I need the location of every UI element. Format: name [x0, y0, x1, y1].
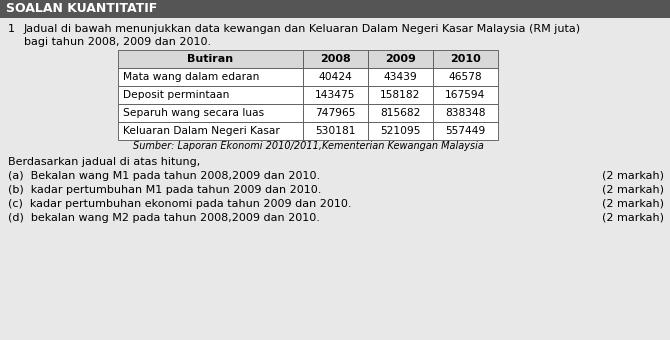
Bar [368, 86, 433, 104]
Bar [303, 68, 368, 86]
Text: 46578: 46578 [449, 72, 482, 82]
Bar [368, 68, 433, 86]
Bar [368, 122, 433, 140]
Bar [118, 86, 303, 104]
Text: 530181: 530181 [316, 126, 356, 136]
Bar [433, 86, 498, 104]
Text: Keluaran Dalam Negeri Kasar: Keluaran Dalam Negeri Kasar [123, 126, 280, 136]
Text: Jadual di bawah menunjukkan data kewangan dan Keluaran Dalam Negeri Kasar Malays: Jadual di bawah menunjukkan data kewanga… [24, 24, 581, 34]
Bar [368, 104, 433, 122]
Text: Mata wang dalam edaran: Mata wang dalam edaran [123, 72, 259, 82]
Bar [118, 68, 303, 86]
Text: 2009: 2009 [385, 54, 416, 64]
Text: 838348: 838348 [446, 108, 486, 118]
Text: Deposit permintaan: Deposit permintaan [123, 90, 229, 100]
Text: (d)  bekalan wang M2 pada tahun 2008,2009 dan 2010.: (d) bekalan wang M2 pada tahun 2008,2009… [8, 213, 320, 223]
Bar [303, 104, 368, 122]
Bar [433, 68, 498, 86]
Text: (c)  kadar pertumbuhan ekonomi pada tahun 2009 dan 2010.: (c) kadar pertumbuhan ekonomi pada tahun… [8, 199, 352, 209]
Text: Sumber: Laporan Ekonomi 2010/2011,Kementerian Kewangan Malaysia: Sumber: Laporan Ekonomi 2010/2011,Kement… [133, 141, 484, 151]
Bar [118, 122, 303, 140]
Text: 158182: 158182 [381, 90, 421, 100]
Text: (2 markah): (2 markah) [602, 185, 664, 195]
Bar [368, 50, 433, 68]
Text: Butiran: Butiran [188, 54, 234, 64]
Text: Separuh wang secara luas: Separuh wang secara luas [123, 108, 264, 118]
Text: Berdasarkan jadual di atas hitung,: Berdasarkan jadual di atas hitung, [8, 157, 200, 167]
Text: (2 markah): (2 markah) [602, 171, 664, 181]
Text: 2008: 2008 [320, 54, 351, 64]
Text: (a)  Bekalan wang M1 pada tahun 2008,2009 dan 2010.: (a) Bekalan wang M1 pada tahun 2008,2009… [8, 171, 320, 181]
Bar [433, 50, 498, 68]
Text: SOALAN KUANTITATIF: SOALAN KUANTITATIF [6, 2, 157, 16]
Bar [118, 50, 303, 68]
Text: 815682: 815682 [381, 108, 421, 118]
Text: 557449: 557449 [446, 126, 486, 136]
Bar [303, 122, 368, 140]
Text: 2010: 2010 [450, 54, 481, 64]
Bar [433, 122, 498, 140]
Bar [303, 50, 368, 68]
Text: 747965: 747965 [316, 108, 356, 118]
Text: bagi tahun 2008, 2009 dan 2010.: bagi tahun 2008, 2009 dan 2010. [24, 37, 211, 47]
Text: (2 markah): (2 markah) [602, 199, 664, 209]
Text: 167594: 167594 [446, 90, 486, 100]
Bar [118, 104, 303, 122]
Text: (b)  kadar pertumbuhan M1 pada tahun 2009 dan 2010.: (b) kadar pertumbuhan M1 pada tahun 2009… [8, 185, 322, 195]
Text: 43439: 43439 [384, 72, 417, 82]
Text: (2 markah): (2 markah) [602, 213, 664, 223]
Text: 143475: 143475 [316, 90, 356, 100]
Bar [433, 104, 498, 122]
Bar [303, 86, 368, 104]
Bar [0, 0, 670, 18]
Text: 40424: 40424 [318, 72, 352, 82]
Text: 521095: 521095 [381, 126, 421, 136]
Text: 1: 1 [8, 24, 15, 34]
